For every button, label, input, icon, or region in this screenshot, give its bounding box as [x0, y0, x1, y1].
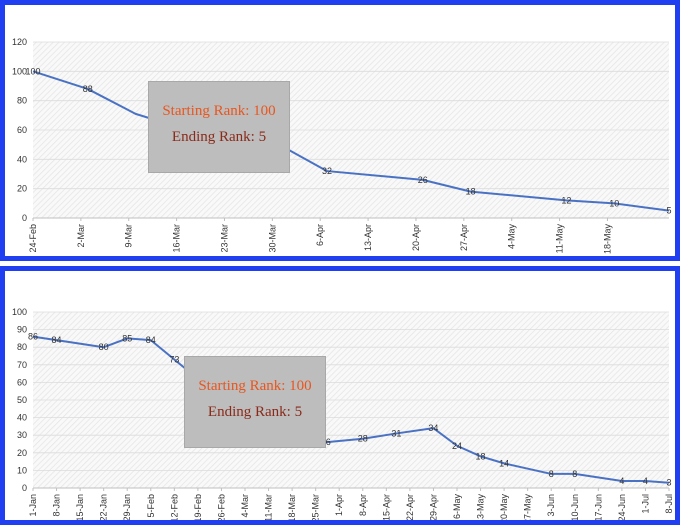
x-tick-label: 11-Mar: [264, 494, 274, 520]
x-tick-label: 24-Jun: [617, 494, 627, 520]
data-label: 80: [99, 342, 109, 352]
data-label: 73: [169, 355, 179, 365]
data-label: 18: [476, 451, 486, 461]
x-tick-label: 22-Apr: [405, 494, 415, 520]
x-tick-label: 18-May: [602, 224, 612, 255]
x-tick-label: 8-Jul: [664, 494, 674, 514]
x-tick-label: 19-Feb: [193, 494, 203, 520]
x-tick-label: 3-Jun: [546, 494, 556, 517]
x-tick-label: 15-Apr: [381, 494, 391, 520]
x-tick-label: 25-Mar: [311, 494, 321, 520]
data-label: 28: [358, 434, 368, 444]
data-label: 14: [499, 458, 509, 468]
y-tick-label: 20: [17, 448, 27, 458]
chart-panel-2: 0 10 20 30 40 50 60 70 80 90 100 1-Jan 8-Jan 15-Jan 22…: [0, 266, 680, 525]
y-tick-label: 70: [17, 360, 27, 370]
data-label: 100: [25, 66, 40, 76]
x-tick-label: 2-Mar: [76, 224, 86, 248]
data-label: 32: [322, 166, 332, 176]
data-label: 12: [561, 195, 571, 205]
series-line: [32, 335, 670, 484]
data-label: 10: [609, 198, 619, 208]
x-tick-label: 20-Apr: [411, 224, 421, 251]
rank-summary-box-2: Starting Rank: 100 Ending Rank: 5: [184, 356, 326, 448]
x-tick-label: 1-Jul: [640, 494, 650, 514]
y-tick-label: 80: [17, 342, 27, 352]
x-tick-label: 16-Mar: [172, 224, 182, 253]
data-label: 8: [549, 469, 554, 479]
data-label: 24: [452, 441, 462, 451]
x-tick-label: 27-Apr: [459, 224, 469, 251]
y-tick-label: 90: [17, 325, 27, 335]
line-chart-1: 0 20 40 60 80 100 120 24-Feb 2-Mar 9-Mar 16-Mar 23-…: [12, 37, 672, 255]
y-tick-label: 50: [17, 395, 27, 405]
x-tick-label: 4-May: [507, 224, 517, 250]
x-tick-label: 23-Mar: [219, 224, 229, 253]
x-tick-label: 22-Jan: [99, 494, 109, 520]
line-chart-2: 0 10 20 30 40 50 60 70 80 90 100 1-Jan 8-Jan 15-Jan 22…: [12, 307, 674, 520]
x-tick-label: 13-May: [476, 494, 486, 520]
x-tick-label: 10-Jun: [570, 494, 580, 520]
data-label: 8: [572, 469, 577, 479]
x-tick-label: 13-Apr: [363, 224, 373, 251]
x-tick-label: 1-Apr: [334, 494, 344, 516]
data-label: 88: [83, 84, 93, 94]
y-tick-label: 60: [17, 377, 27, 387]
y-tick-label: 0: [22, 213, 27, 223]
x-tick-label: 6-May: [452, 494, 462, 520]
x-tick-label: 18-Mar: [287, 494, 297, 520]
y-tick-label: 60: [17, 125, 27, 135]
data-label: 31: [391, 428, 401, 438]
x-tick-label: 8-Apr: [358, 494, 368, 516]
starting-rank-text: Starting Rank: 100: [162, 103, 276, 119]
x-tick-label: 8-Jan: [52, 494, 62, 517]
x-tick-label: 24-Feb: [28, 224, 38, 253]
y-tick-label: 0: [22, 483, 27, 493]
x-tick-label: 9-Mar: [124, 224, 134, 248]
x-tick-label: 20-May: [499, 494, 509, 520]
data-label: 4: [619, 476, 624, 486]
x-tick-label: 15-Jan: [75, 494, 85, 520]
data-label: 84: [146, 335, 156, 345]
data-label: 26: [418, 175, 428, 185]
y-tick-label: 100: [12, 66, 27, 76]
x-tick-label: 29-Apr: [428, 494, 438, 520]
x-tick-label: 26-Feb: [216, 494, 226, 520]
y-tick-label: 40: [17, 413, 27, 423]
y-tick-label: 120: [12, 37, 27, 47]
x-tick-label: 5-Feb: [146, 494, 156, 518]
x-tick-label: 30-Mar: [267, 224, 277, 253]
x-tick-label: 29-Jan: [122, 494, 132, 520]
x-tick-label: 11-May: [555, 224, 565, 254]
starting-rank-text: Starting Rank: 100: [198, 378, 312, 394]
data-label: 86: [28, 332, 38, 342]
y-tick-label: 40: [17, 154, 27, 164]
data-label: 84: [52, 335, 62, 345]
chart-panel-1: 0 20 40 60 80 100 120 24-Feb 2-Mar 9-Mar 16-Mar 23-…: [0, 0, 680, 261]
ending-rank-text: Ending Rank: 5: [171, 129, 267, 145]
rank-summary-box-1: Starting Rank: 100 Ending Rank: 5: [148, 81, 290, 173]
y-tick-label: 100: [12, 307, 27, 317]
y-tick-label: 80: [17, 96, 27, 106]
x-tick-label: 1-Jan: [28, 494, 38, 517]
x-tick-label: 6-Apr: [315, 224, 325, 246]
y-tick-label: 20: [17, 184, 27, 194]
series-line: [32, 70, 670, 212]
x-tick-label: 12-Feb: [169, 494, 179, 520]
data-label: 85: [122, 333, 132, 343]
data-label: 5: [666, 206, 671, 216]
ending-rank-text: Ending Rank: 5: [207, 404, 303, 420]
y-tick-label: 30: [17, 430, 27, 440]
data-label: 18: [466, 187, 476, 197]
x-tick-label: 17-Jun: [593, 494, 603, 520]
data-label: 34: [428, 423, 438, 433]
data-label: 4: [643, 476, 648, 486]
y-tick-label: 10: [17, 465, 27, 475]
data-label: 3: [666, 478, 671, 488]
x-tick-label: 4-Mar: [240, 494, 250, 518]
x-tick-label: 27-May: [523, 494, 533, 520]
